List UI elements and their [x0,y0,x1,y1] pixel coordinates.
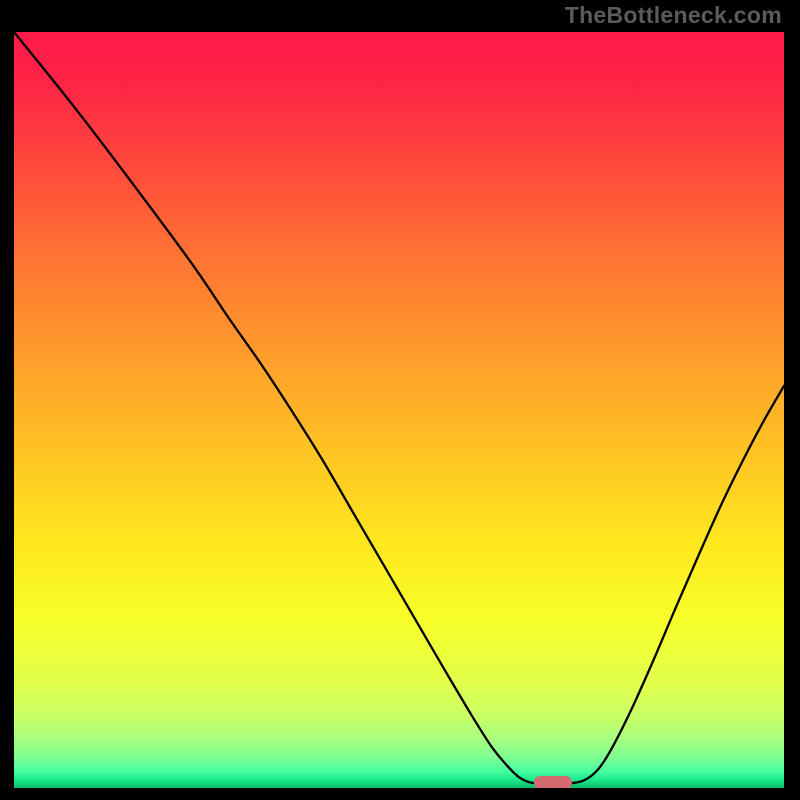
watermark-text: TheBottleneck.com [565,2,782,29]
optimal-marker [534,776,572,788]
plot-area [14,32,784,788]
curve-layer [14,32,784,788]
bottleneck-curve [14,32,784,784]
